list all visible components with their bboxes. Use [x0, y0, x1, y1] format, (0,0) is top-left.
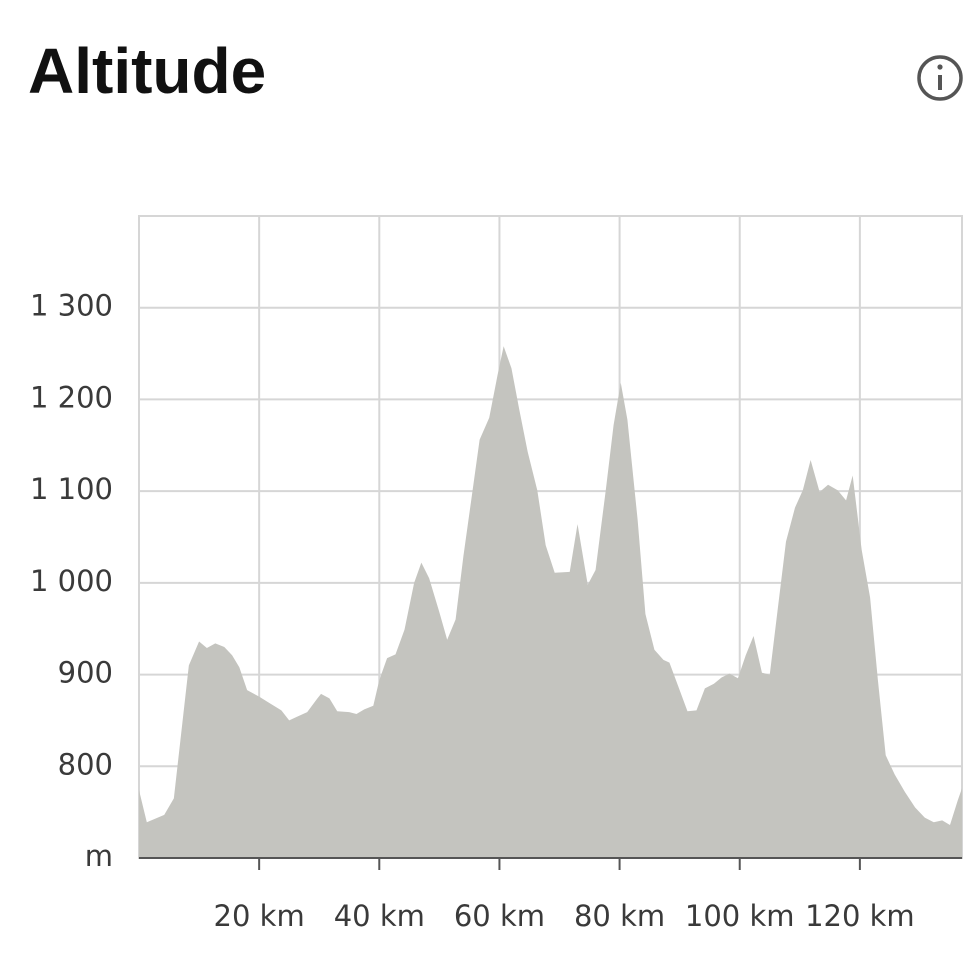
chart-title: Altitude — [28, 35, 266, 107]
y-tick-label: 1 000 — [30, 564, 113, 598]
y-tick-label: m — [85, 839, 113, 873]
x-tick-label: 40 km — [334, 899, 425, 933]
y-tick-label: 1 300 — [30, 289, 113, 323]
x-tick-label: 20 km — [214, 899, 305, 933]
y-tick-label: 1 100 — [30, 472, 113, 506]
x-tick-label: 60 km — [454, 899, 545, 933]
x-tick-label: 100 km — [685, 899, 795, 933]
x-tick-label: 120 km — [805, 899, 915, 933]
y-tick-label: 900 — [58, 656, 113, 690]
x-tick-label: 80 km — [574, 899, 665, 933]
altitude-area — [139, 346, 962, 858]
y-tick-label: 800 — [58, 747, 113, 781]
info-icon[interactable] — [917, 55, 963, 101]
y-tick-label: 1 200 — [30, 380, 113, 414]
